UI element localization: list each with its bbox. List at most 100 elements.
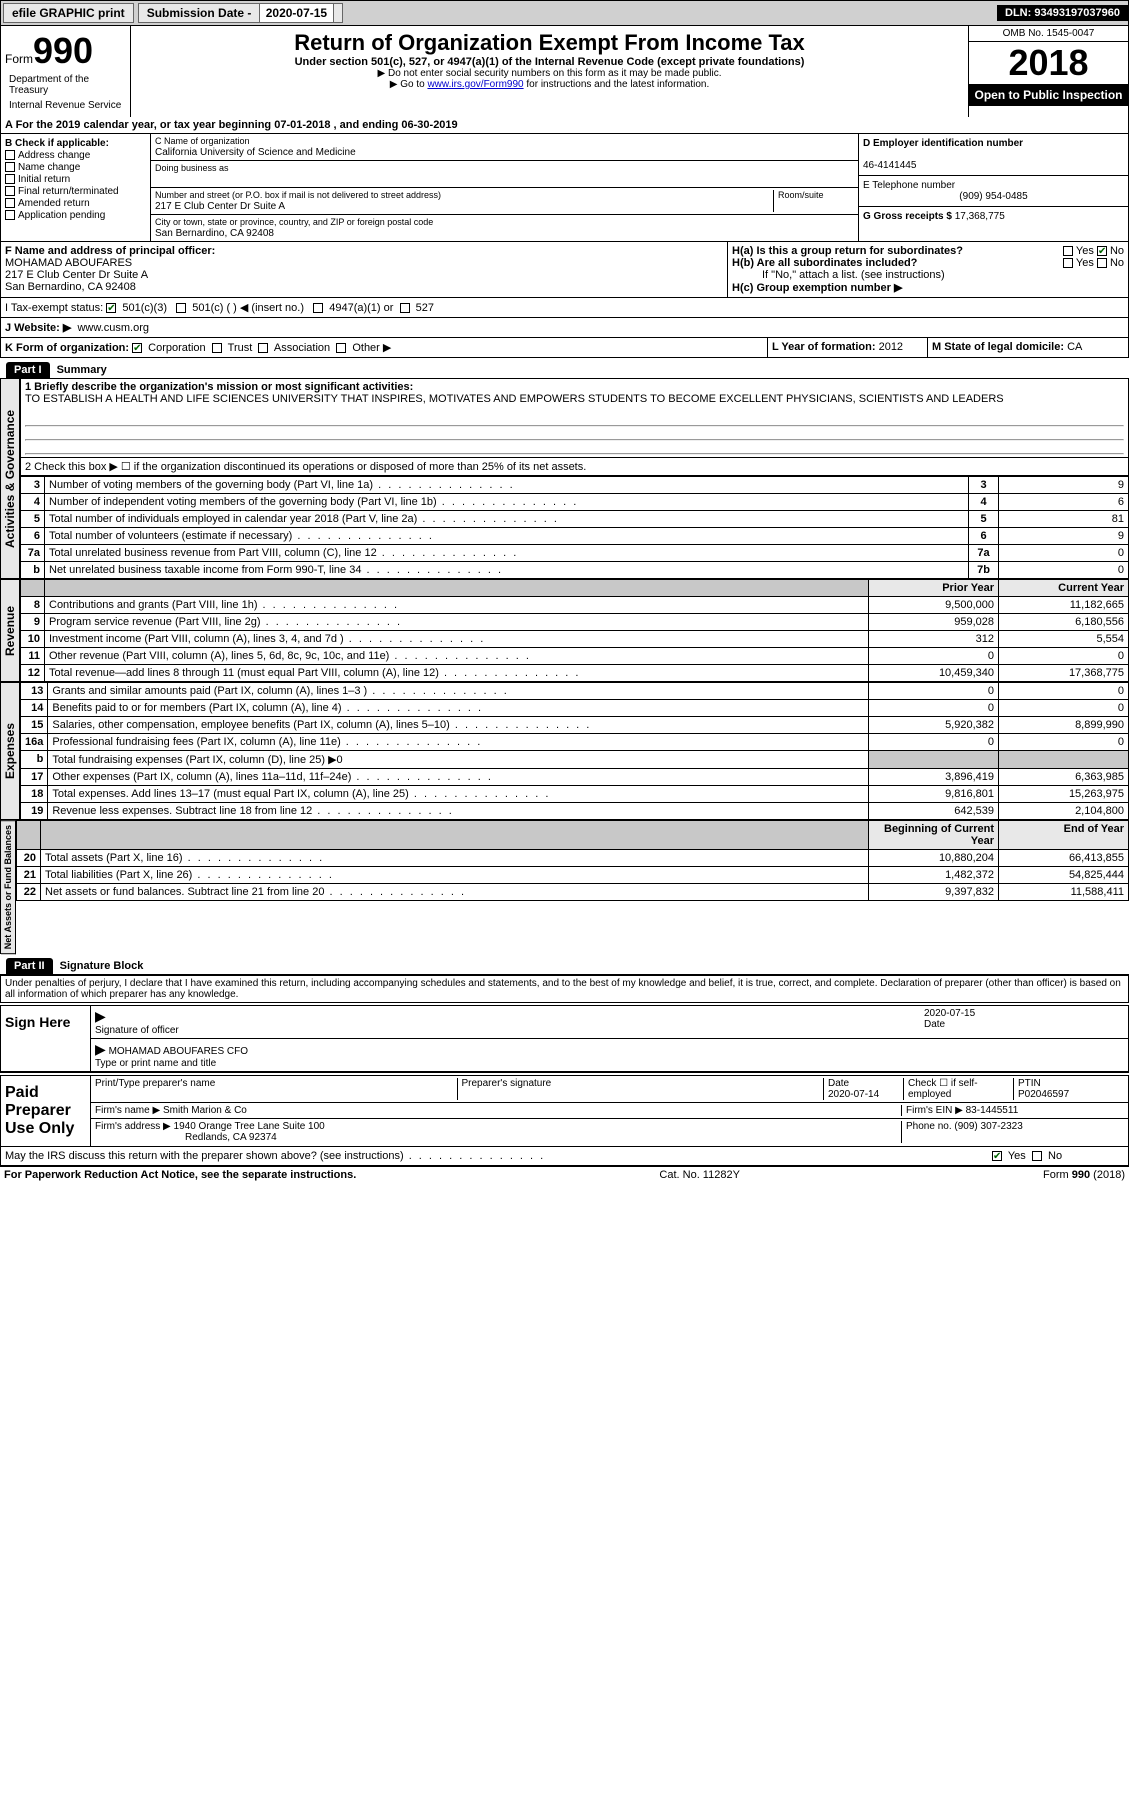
table-row: 22Net assets or fund balances. Subtract …	[17, 884, 1129, 901]
lbl-trust: Trust	[228, 342, 253, 354]
chk-application-pending[interactable]: Application pending	[5, 210, 146, 221]
year-formation-value: 2012	[879, 341, 903, 353]
part2-header: Part II	[6, 958, 53, 974]
prep-date: 2020-07-14	[828, 1089, 879, 1100]
chk-trust[interactable]	[212, 343, 222, 353]
ha-no: No	[1110, 245, 1124, 257]
chk-assoc[interactable]	[258, 343, 268, 353]
ha-no-chk[interactable]	[1097, 246, 1107, 256]
firm-name: Smith Marion & Co	[163, 1105, 247, 1116]
gross-receipts-label: G Gross receipts $	[863, 211, 952, 222]
lbl-501c3: 501(c)(3)	[122, 302, 167, 314]
mission-text: TO ESTABLISH A HEALTH AND LIFE SCIENCES …	[25, 393, 1004, 405]
officer-addr1: 217 E Club Center Dr Suite A	[5, 269, 148, 281]
part1-header: Part I	[6, 362, 50, 378]
hb-yes: Yes	[1076, 257, 1094, 269]
submission-date-value: 2020-07-15	[259, 3, 334, 23]
part-2: Part II Signature Block	[0, 954, 1129, 974]
lbl-4947: 4947(a)(1) or	[329, 302, 393, 314]
officer-name: MOHAMAD ABOUFARES	[5, 257, 132, 269]
chk-name-change[interactable]: Name change	[5, 162, 146, 173]
lbl-501c: 501(c) ( ) ◀ (insert no.)	[192, 302, 304, 314]
row-i: I Tax-exempt status: 501(c)(3) 501(c) ( …	[0, 298, 1129, 318]
form-header: Form990 Department of the Treasury Inter…	[0, 26, 1129, 117]
discuss-yes: Yes	[1008, 1150, 1026, 1162]
firm-phone-label: Phone no.	[906, 1121, 952, 1132]
form-number: Form990	[5, 30, 126, 72]
sig-name-title: MOHAMAD ABOUFARES CFO	[109, 1046, 248, 1057]
preparer-name-label: Print/Type preparer's name	[95, 1078, 458, 1100]
table-row: 16aProfessional fundraising fees (Part I…	[21, 734, 1129, 751]
chk-label: Initial return	[18, 174, 70, 185]
officer-label: F Name and address of principal officer:	[5, 245, 215, 257]
firm-addr1: 1940 Orange Tree Lane Suite 100	[174, 1121, 325, 1132]
activities-governance-section: Activities & Governance 1 Briefly descri…	[0, 378, 1129, 579]
ha-yes: Yes	[1076, 245, 1094, 257]
firm-ein: 83-1445511	[966, 1105, 1019, 1116]
revenue-section: Revenue Prior YearCurrent Year 8Contribu…	[0, 579, 1129, 682]
chk-final-return[interactable]: Final return/terminated	[5, 186, 146, 197]
room-label: Room/suite	[778, 190, 824, 200]
efile-print-button[interactable]: efile GRAPHIC print	[3, 3, 134, 23]
chk-other[interactable]	[336, 343, 346, 353]
ag-table: 3Number of voting members of the governi…	[20, 476, 1129, 579]
year-formation-label: L Year of formation:	[772, 341, 876, 353]
addr-label: Number and street (or P.O. box if mail i…	[155, 190, 441, 200]
ein-label: D Employer identification number	[863, 138, 1023, 149]
chk-label: Name change	[18, 162, 80, 173]
hb-no-chk[interactable]	[1097, 258, 1107, 268]
line1-label: 1 Briefly describe the organization's mi…	[25, 381, 413, 393]
dln-label: DLN: 93493197037960	[997, 5, 1128, 21]
table-row: 11Other revenue (Part VIII, column (A), …	[21, 648, 1129, 665]
chk-527[interactable]	[400, 303, 410, 313]
form-990-number: 990	[33, 30, 93, 71]
arrow-icon: ▶	[95, 1041, 106, 1057]
table-row: 21Total liabilities (Part X, line 26)1,4…	[17, 867, 1129, 884]
dept-treasury: Department of the Treasury	[5, 72, 126, 98]
org-name: California University of Science and Med…	[155, 147, 356, 158]
table-row: 18Total expenses. Add lines 13–17 (must …	[21, 786, 1129, 803]
table-row: 14Benefits paid to or for members (Part …	[21, 700, 1129, 717]
row-a-end: 06-30-2019	[401, 119, 457, 131]
col-b-checkboxes: B Check if applicable: Address change Na…	[1, 134, 151, 241]
website-value: www.cusm.org	[77, 322, 149, 334]
chk-initial-return[interactable]: Initial return	[5, 174, 146, 185]
table-row: 17Other expenses (Part IX, column (A), l…	[21, 769, 1129, 786]
top-toolbar: efile GRAPHIC print Submission Date - 20…	[0, 0, 1129, 26]
chk-corp[interactable]	[132, 343, 142, 353]
chk-address-change[interactable]: Address change	[5, 150, 146, 161]
tax-exempt-label: I Tax-exempt status:	[5, 302, 103, 314]
chk-501c3[interactable]	[106, 303, 116, 313]
firm-addr-label: Firm's address ▶	[95, 1121, 171, 1132]
table-row: 7aTotal unrelated business revenue from …	[21, 545, 1129, 562]
preparer-sig-label: Preparer's signature	[458, 1078, 825, 1100]
row-klm: K Form of organization: Corporation Trus…	[0, 338, 1129, 358]
part-1: Part I Summary	[0, 358, 1129, 378]
col-c-org-info: C Name of organizationCalifornia Univers…	[151, 134, 858, 241]
prep-date-label: Date	[828, 1078, 849, 1089]
table-row: 20Total assets (Part X, line 16)10,880,2…	[17, 850, 1129, 867]
chk-amended-return[interactable]: Amended return	[5, 198, 146, 209]
form990-link[interactable]: www.irs.gov/Form990	[427, 79, 523, 90]
table-row: 10Investment income (Part VIII, column (…	[21, 631, 1129, 648]
col-b-label: B Check if applicable:	[5, 138, 109, 149]
chk-4947[interactable]	[313, 303, 323, 313]
ha-label: H(a) Is this a group return for subordin…	[732, 245, 963, 257]
vtab-net-assets: Net Assets or Fund Balances	[1, 820, 16, 954]
discuss-no-chk[interactable]	[1032, 1151, 1042, 1161]
hb-yes-chk[interactable]	[1063, 258, 1073, 268]
city-value: San Bernardino, CA 92408	[155, 228, 274, 239]
lbl-527: 527	[416, 302, 434, 314]
sig-officer-label: Signature of officer	[95, 1025, 179, 1036]
submission-date-button[interactable]: Submission Date - 2020-07-15	[138, 3, 343, 23]
ha-yes-chk[interactable]	[1063, 246, 1073, 256]
paid-preparer-block: Paid Preparer Use Only Print/Type prepar…	[0, 1075, 1129, 1147]
footer-left: For Paperwork Reduction Act Notice, see …	[4, 1169, 356, 1181]
chk-501c[interactable]	[176, 303, 186, 313]
lbl-other: Other ▶	[352, 342, 391, 354]
discuss-yes-chk[interactable]	[992, 1151, 1002, 1161]
form-title: Return of Organization Exempt From Incom…	[135, 30, 964, 56]
line2-text: 2 Check this box ▶ ☐ if the organization…	[21, 458, 1129, 476]
current-year-hdr: Current Year	[999, 580, 1129, 597]
city-label: City or town, state or province, country…	[155, 217, 433, 227]
